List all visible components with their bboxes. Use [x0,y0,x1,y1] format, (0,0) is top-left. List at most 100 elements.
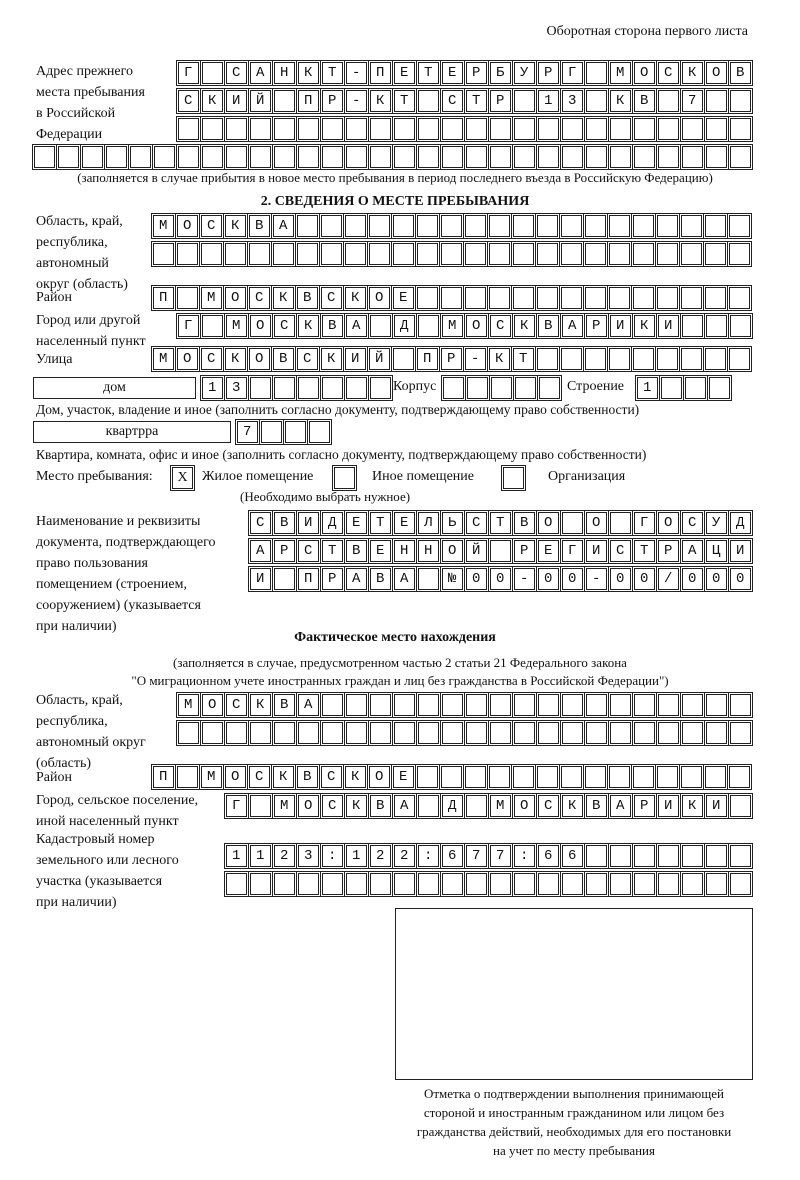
char-cell[interactable] [704,793,729,819]
char-cell[interactable] [728,871,753,897]
char-cell[interactable] [655,213,680,239]
char-cell[interactable] [728,116,753,142]
char-cell[interactable] [488,313,513,339]
char-cell[interactable] [536,88,561,114]
house-type-field[interactable]: дом [33,377,196,399]
region-row-1[interactable]: МОСКВА [151,213,753,239]
char-cell[interactable] [727,213,752,239]
char-cell[interactable] [488,692,513,718]
char-cell[interactable] [200,375,225,401]
char-cell[interactable] [608,871,633,897]
char-cell[interactable] [271,285,296,311]
char-cell[interactable] [631,241,656,267]
char-cell[interactable] [535,213,560,239]
char-cell[interactable] [320,116,345,142]
char-cell[interactable] [607,764,632,790]
char-cell[interactable] [176,144,201,170]
stay-checkbox-other[interactable] [332,465,357,491]
char-cell[interactable] [344,843,369,869]
char-cell[interactable] [320,510,345,536]
char-cell[interactable] [512,313,537,339]
prev-address-row-3[interactable] [176,116,754,142]
char-cell[interactable] [632,510,657,536]
char-cell[interactable] [319,764,344,790]
char-cell[interactable] [344,313,369,339]
char-cell[interactable] [271,346,296,372]
char-cell[interactable] [343,285,368,311]
char-cell[interactable] [199,241,224,267]
char-cell[interactable] [536,510,561,536]
char-cell[interactable] [344,692,369,718]
char-cell[interactable] [607,285,632,311]
char-cell[interactable] [296,60,321,86]
char-cell[interactable] [200,313,225,339]
char-cell[interactable] [247,346,272,372]
char-cell[interactable] [703,346,728,372]
char-cell[interactable] [272,871,297,897]
char-cell[interactable] [295,285,320,311]
char-cell[interactable] [584,538,609,564]
char-cell[interactable] [176,116,201,142]
char-cell[interactable] [368,538,393,564]
char-cell[interactable] [368,871,393,897]
char-cell[interactable] [415,764,440,790]
char-cell[interactable] [296,375,321,401]
char-cell[interactable] [415,213,440,239]
char-cell[interactable] [487,764,512,790]
char-cell[interactable] [440,60,465,86]
char-cell[interactable] [656,144,681,170]
char-cell[interactable] [319,241,344,267]
char-cell[interactable] [560,720,585,746]
flat-type-field[interactable]: квартрра [33,421,231,443]
char-cell[interactable] [416,566,441,592]
char-cell[interactable] [727,764,752,790]
char-cell[interactable] [151,764,176,790]
char-cell[interactable] [464,692,489,718]
char-cell[interactable] [439,285,464,311]
char-cell[interactable] [512,60,537,86]
char-cell[interactable] [704,144,729,170]
char-cell[interactable] [223,285,248,311]
char-cell[interactable] [368,375,393,401]
char-cell[interactable] [463,285,488,311]
char-cell[interactable] [489,375,514,401]
char-cell[interactable] [368,843,393,869]
char-cell[interactable] [635,375,660,401]
char-cell[interactable] [560,793,585,819]
char-cell[interactable] [463,764,488,790]
char-cell[interactable] [344,375,369,401]
document-row-1[interactable]: СВИДЕТЕЛЬСТВО О ГОСУД [248,510,754,536]
char-cell[interactable] [176,88,201,114]
district-row[interactable]: П МОСКВСКОЕ [151,285,753,311]
char-cell[interactable] [440,793,465,819]
char-cell[interactable] [344,88,369,114]
char-cell[interactable] [319,213,344,239]
char-cell[interactable] [248,566,273,592]
char-cell[interactable] [224,313,249,339]
char-cell[interactable] [608,538,633,564]
char-cell[interactable] [344,510,369,536]
char-cell[interactable] [392,60,417,86]
char-cell[interactable] [488,144,513,170]
char-cell[interactable] [344,793,369,819]
char-cell[interactable] [391,764,416,790]
actual-region-row-1[interactable]: МОСКВА [176,692,754,718]
char-cell[interactable] [704,871,729,897]
char-cell[interactable] [704,692,729,718]
char-cell[interactable] [464,793,489,819]
char-cell[interactable] [704,843,729,869]
char-cell[interactable] [283,419,308,445]
document-row-3[interactable]: И ПРАВА №00-00-00/000 [248,566,754,592]
char-cell[interactable] [224,871,249,897]
building-row[interactable]: 1 [635,375,733,401]
char-cell[interactable] [536,843,561,869]
char-cell[interactable] [199,764,224,790]
char-cell[interactable] [488,871,513,897]
char-cell[interactable] [465,375,490,401]
char-cell[interactable] [295,241,320,267]
prev-address-row-1[interactable]: Г САНКТ-ПЕТЕРБУРГ МОСКОВ [176,60,754,86]
char-cell[interactable] [296,144,321,170]
char-cell[interactable] [391,241,416,267]
char-cell[interactable] [608,144,633,170]
char-cell[interactable] [224,60,249,86]
